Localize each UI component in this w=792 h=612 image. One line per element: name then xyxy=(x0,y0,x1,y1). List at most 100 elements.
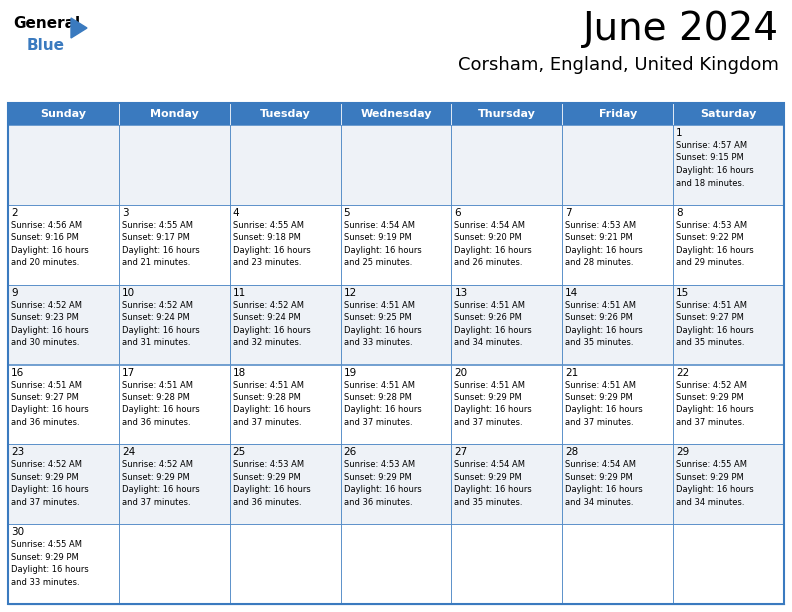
Text: and 36 minutes.: and 36 minutes. xyxy=(11,418,80,427)
Text: 28: 28 xyxy=(565,447,578,457)
Text: 26: 26 xyxy=(344,447,357,457)
Text: 10: 10 xyxy=(122,288,135,297)
Text: Corsham, England, United Kingdom: Corsham, England, United Kingdom xyxy=(458,56,779,74)
Text: Wednesday: Wednesday xyxy=(360,109,432,119)
Text: 1: 1 xyxy=(676,128,683,138)
Bar xyxy=(230,205,341,285)
Text: and 29 minutes.: and 29 minutes. xyxy=(676,258,744,267)
Text: Sunday: Sunday xyxy=(40,109,86,119)
Bar xyxy=(562,125,673,205)
Text: 5: 5 xyxy=(344,208,350,218)
Bar xyxy=(8,285,119,365)
Text: and 33 minutes.: and 33 minutes. xyxy=(344,338,412,347)
Text: Sunrise: 4:54 AM: Sunrise: 4:54 AM xyxy=(455,221,525,230)
Text: Sunrise: 4:53 AM: Sunrise: 4:53 AM xyxy=(676,221,748,230)
Text: and 33 minutes.: and 33 minutes. xyxy=(11,578,80,587)
Text: Sunrise: 4:53 AM: Sunrise: 4:53 AM xyxy=(565,221,637,230)
Text: Sunset: 9:29 PM: Sunset: 9:29 PM xyxy=(11,553,78,562)
Text: Sunset: 9:21 PM: Sunset: 9:21 PM xyxy=(565,233,633,242)
Bar xyxy=(451,103,562,125)
Text: Sunrise: 4:55 AM: Sunrise: 4:55 AM xyxy=(676,460,747,469)
Text: Sunrise: 4:53 AM: Sunrise: 4:53 AM xyxy=(344,460,415,469)
Text: Sunrise: 4:54 AM: Sunrise: 4:54 AM xyxy=(455,460,525,469)
Text: Sunset: 9:18 PM: Sunset: 9:18 PM xyxy=(233,233,301,242)
Bar xyxy=(562,103,673,125)
Text: Daylight: 16 hours: Daylight: 16 hours xyxy=(676,166,754,175)
Bar xyxy=(562,205,673,285)
Text: Sunset: 9:29 PM: Sunset: 9:29 PM xyxy=(11,473,78,482)
Text: Daylight: 16 hours: Daylight: 16 hours xyxy=(344,485,421,494)
Text: General: General xyxy=(13,16,80,31)
Bar xyxy=(8,205,119,285)
Bar xyxy=(451,125,562,205)
Text: 21: 21 xyxy=(565,367,578,378)
Text: Sunrise: 4:51 AM: Sunrise: 4:51 AM xyxy=(11,381,82,389)
Text: Sunrise: 4:52 AM: Sunrise: 4:52 AM xyxy=(11,460,82,469)
Text: 30: 30 xyxy=(11,527,24,537)
Text: Sunrise: 4:51 AM: Sunrise: 4:51 AM xyxy=(455,300,525,310)
Text: Daylight: 16 hours: Daylight: 16 hours xyxy=(676,485,754,494)
Text: Friday: Friday xyxy=(599,109,637,119)
Text: and 34 minutes.: and 34 minutes. xyxy=(676,498,744,507)
Text: Sunset: 9:28 PM: Sunset: 9:28 PM xyxy=(122,393,190,402)
Text: Sunset: 9:29 PM: Sunset: 9:29 PM xyxy=(233,473,300,482)
Text: Daylight: 16 hours: Daylight: 16 hours xyxy=(676,406,754,414)
Text: Sunset: 9:29 PM: Sunset: 9:29 PM xyxy=(344,473,411,482)
Text: Sunrise: 4:52 AM: Sunrise: 4:52 AM xyxy=(122,300,193,310)
Bar xyxy=(673,103,784,125)
Text: 24: 24 xyxy=(122,447,135,457)
Text: and 37 minutes.: and 37 minutes. xyxy=(122,498,191,507)
Bar xyxy=(8,103,784,604)
Bar xyxy=(562,444,673,524)
Text: and 34 minutes.: and 34 minutes. xyxy=(565,498,634,507)
Text: Sunset: 9:28 PM: Sunset: 9:28 PM xyxy=(233,393,301,402)
Text: and 36 minutes.: and 36 minutes. xyxy=(122,418,191,427)
Bar xyxy=(8,125,119,205)
Bar xyxy=(230,524,341,604)
Text: Sunrise: 4:51 AM: Sunrise: 4:51 AM xyxy=(233,381,303,389)
Text: and 37 minutes.: and 37 minutes. xyxy=(565,418,634,427)
Text: Sunrise: 4:51 AM: Sunrise: 4:51 AM xyxy=(565,381,636,389)
Text: 19: 19 xyxy=(344,367,357,378)
Text: Sunrise: 4:54 AM: Sunrise: 4:54 AM xyxy=(565,460,636,469)
Text: June 2024: June 2024 xyxy=(583,10,779,48)
Text: Sunrise: 4:57 AM: Sunrise: 4:57 AM xyxy=(676,141,748,150)
Text: Daylight: 16 hours: Daylight: 16 hours xyxy=(344,246,421,255)
Text: 20: 20 xyxy=(455,367,467,378)
Bar xyxy=(119,285,230,365)
Bar xyxy=(341,125,451,205)
Text: 4: 4 xyxy=(233,208,239,218)
Bar xyxy=(341,365,451,444)
Text: Sunrise: 4:51 AM: Sunrise: 4:51 AM xyxy=(344,381,414,389)
Text: Sunrise: 4:53 AM: Sunrise: 4:53 AM xyxy=(233,460,304,469)
Text: 15: 15 xyxy=(676,288,689,297)
Text: 6: 6 xyxy=(455,208,461,218)
Bar xyxy=(451,365,562,444)
Text: Daylight: 16 hours: Daylight: 16 hours xyxy=(676,326,754,335)
Text: 2: 2 xyxy=(11,208,17,218)
Text: Sunset: 9:15 PM: Sunset: 9:15 PM xyxy=(676,154,744,163)
Text: Thursday: Thursday xyxy=(478,109,536,119)
Text: and 37 minutes.: and 37 minutes. xyxy=(455,418,523,427)
Text: 27: 27 xyxy=(455,447,468,457)
Polygon shape xyxy=(71,18,87,38)
Text: and 25 minutes.: and 25 minutes. xyxy=(344,258,412,267)
Text: Daylight: 16 hours: Daylight: 16 hours xyxy=(233,406,310,414)
Bar xyxy=(673,365,784,444)
Text: Sunset: 9:26 PM: Sunset: 9:26 PM xyxy=(565,313,633,322)
Text: Sunset: 9:29 PM: Sunset: 9:29 PM xyxy=(676,393,744,402)
Text: Daylight: 16 hours: Daylight: 16 hours xyxy=(122,485,200,494)
Text: Sunset: 9:29 PM: Sunset: 9:29 PM xyxy=(455,473,522,482)
Text: Sunset: 9:17 PM: Sunset: 9:17 PM xyxy=(122,233,190,242)
Bar xyxy=(119,444,230,524)
Bar xyxy=(673,524,784,604)
Text: and 21 minutes.: and 21 minutes. xyxy=(122,258,190,267)
Text: and 37 minutes.: and 37 minutes. xyxy=(11,498,80,507)
Text: Daylight: 16 hours: Daylight: 16 hours xyxy=(233,485,310,494)
Bar xyxy=(8,103,119,125)
Bar xyxy=(562,285,673,365)
Text: Sunset: 9:25 PM: Sunset: 9:25 PM xyxy=(344,313,411,322)
Text: Sunset: 9:29 PM: Sunset: 9:29 PM xyxy=(676,473,744,482)
Text: and 31 minutes.: and 31 minutes. xyxy=(122,338,190,347)
Text: Sunset: 9:29 PM: Sunset: 9:29 PM xyxy=(565,393,633,402)
